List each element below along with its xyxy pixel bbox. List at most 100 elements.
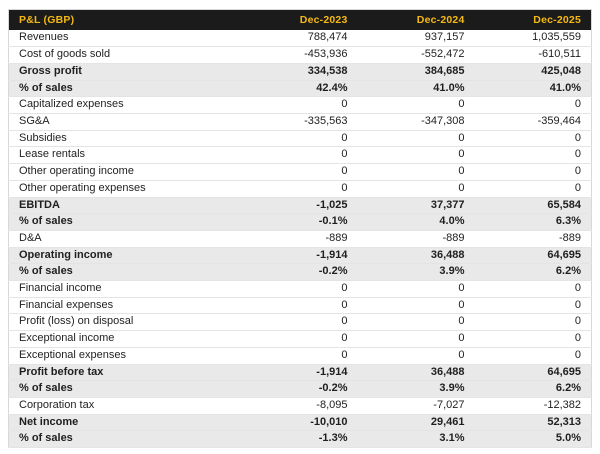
table-row: Other operating expenses 0 0 0: [8, 180, 592, 198]
row-value: 0: [474, 180, 592, 198]
row-label: Capitalized expenses: [8, 96, 241, 114]
row-value: 0: [474, 347, 592, 365]
row-label: D&A: [8, 230, 241, 248]
row-value: 0: [474, 280, 592, 298]
row-label: % of sales: [8, 213, 241, 231]
table-row: % of sales -0.2% 3.9% 6.2%: [8, 263, 592, 282]
row-value: 0: [240, 280, 358, 298]
row-value: 0: [357, 180, 475, 198]
row-value: 42.4%: [240, 80, 358, 98]
row-label: Operating income: [8, 247, 241, 265]
pl-table-container: P&L (GBP) Dec-2023 Dec-2024 Dec-2025 Rev…: [8, 9, 592, 449]
row-value: 0: [357, 280, 475, 298]
row-label: Revenues: [8, 30, 241, 48]
row-value: 788,474: [240, 30, 358, 48]
row-value: 0: [357, 347, 475, 365]
row-value: 4.0%: [357, 213, 475, 231]
table-row: Gross profit 334,538 384,685 425,048: [8, 63, 592, 81]
table-row: Exceptional expenses 0 0 0: [8, 347, 592, 365]
table-row: Net income -10,010 29,461 52,313: [8, 414, 592, 432]
row-value: 0: [240, 297, 358, 315]
row-value: 3.9%: [357, 380, 475, 398]
row-value: 29,461: [357, 414, 475, 432]
row-value: 0: [357, 297, 475, 315]
row-value: -889: [357, 230, 475, 248]
table-row: SG&A -335,563 -347,308 -359,464: [8, 113, 592, 131]
row-label: Gross profit: [8, 63, 241, 81]
pl-table-body: Revenues 788,474 937,157 1,035,559 Cost …: [8, 30, 592, 449]
row-value: 0: [357, 313, 475, 332]
table-row: Operating income -1,914 36,488 64,695: [8, 247, 592, 265]
row-value: 3.9%: [357, 263, 475, 282]
row-value: 425,048: [474, 63, 592, 81]
row-label: % of sales: [8, 430, 241, 449]
header-row: P&L (GBP) Dec-2023 Dec-2024 Dec-2025: [8, 9, 592, 30]
row-value: -8,095: [240, 397, 358, 415]
table-row: Corporation tax -8,095 -7,027 -12,382: [8, 397, 592, 415]
row-value: 6.3%: [474, 213, 592, 231]
row-value: 41.0%: [357, 80, 475, 98]
table-row: Other operating income 0 0 0: [8, 163, 592, 181]
row-value: 37,377: [357, 197, 475, 215]
row-label: Profit (loss) on disposal: [8, 313, 241, 332]
row-value: 0: [240, 347, 358, 365]
row-value: 5.0%: [474, 430, 592, 449]
row-value: -1,914: [240, 247, 358, 265]
row-label: % of sales: [8, 380, 241, 398]
row-label: Exceptional expenses: [8, 347, 241, 365]
row-label: Lease rentals: [8, 146, 241, 165]
table-row: EBITDA -1,025 37,377 65,584: [8, 197, 592, 215]
row-value: 0: [474, 297, 592, 315]
row-value: 384,685: [357, 63, 475, 81]
row-label: Other operating income: [8, 163, 241, 181]
row-value: 0: [474, 330, 592, 348]
row-value: 0: [474, 130, 592, 148]
row-value: -889: [240, 230, 358, 248]
row-value: -0.2%: [240, 380, 358, 398]
row-label: Financial expenses: [8, 297, 241, 315]
row-value: 0: [240, 130, 358, 148]
table-row: Financial expenses 0 0 0: [8, 297, 592, 315]
row-value: 0: [240, 163, 358, 181]
row-value: -453,936: [240, 46, 358, 64]
row-value: -889: [474, 230, 592, 248]
row-value: 64,695: [474, 247, 592, 265]
table-row: Subsidies 0 0 0: [8, 130, 592, 148]
table-row: Financial income 0 0 0: [8, 280, 592, 298]
row-value: 0: [474, 313, 592, 332]
table-row: Lease rentals 0 0 0: [8, 146, 592, 165]
row-label: % of sales: [8, 263, 241, 282]
table-row: D&A -889 -889 -889: [8, 230, 592, 248]
table-row: Revenues 788,474 937,157 1,035,559: [8, 30, 592, 48]
row-value: -0.1%: [240, 213, 358, 231]
row-value: -359,464: [474, 113, 592, 131]
row-value: 36,488: [357, 364, 475, 382]
row-value: 0: [357, 130, 475, 148]
row-label: Profit before tax: [8, 364, 241, 382]
row-value: 0: [240, 330, 358, 348]
row-value: 6.2%: [474, 380, 592, 398]
row-value: 937,157: [357, 30, 475, 48]
row-label: Subsidies: [8, 130, 241, 148]
row-value: 0: [357, 146, 475, 165]
row-value: -610,511: [474, 46, 592, 64]
row-value: 0: [474, 163, 592, 181]
table-row: Capitalized expenses 0 0 0: [8, 96, 592, 114]
row-value: 65,584: [474, 197, 592, 215]
row-value: -1,914: [240, 364, 358, 382]
table-row: Profit (loss) on disposal 0 0 0: [8, 313, 592, 332]
pl-table: P&L (GBP) Dec-2023 Dec-2024 Dec-2025 Rev…: [8, 9, 592, 449]
row-value: -335,563: [240, 113, 358, 131]
row-value: 6.2%: [474, 263, 592, 282]
row-label: SG&A: [8, 113, 241, 131]
row-value: -10,010: [240, 414, 358, 432]
row-value: -552,472: [357, 46, 475, 64]
row-label: EBITDA: [8, 197, 241, 215]
row-value: 36,488: [357, 247, 475, 265]
table-row: Exceptional income 0 0 0: [8, 330, 592, 348]
row-value: -1.3%: [240, 430, 358, 449]
table-title: P&L (GBP): [8, 9, 241, 30]
period-column-header: Dec-2025: [474, 9, 592, 30]
row-value: 3.1%: [357, 430, 475, 449]
row-value: 52,313: [474, 414, 592, 432]
